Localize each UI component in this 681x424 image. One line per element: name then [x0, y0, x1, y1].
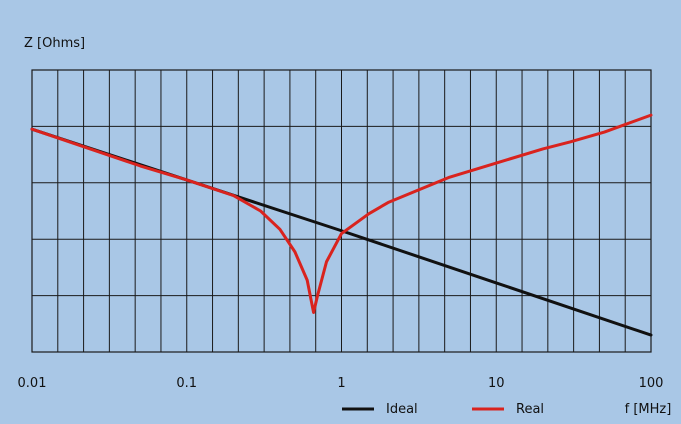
legend-label-ideal: Ideal — [386, 402, 418, 417]
x-tick-label: 100 — [639, 376, 664, 391]
x-tick-label: 10 — [488, 376, 505, 391]
x-tick-label: 0.1 — [176, 376, 197, 391]
legend-label-real: Real — [516, 402, 544, 417]
x-tick-label: 0.01 — [18, 376, 47, 391]
x-axis-label: f [MHz] — [625, 402, 672, 417]
x-tick-label: 1 — [337, 376, 345, 391]
y-axis-label: Z [Ohms] — [24, 36, 85, 51]
